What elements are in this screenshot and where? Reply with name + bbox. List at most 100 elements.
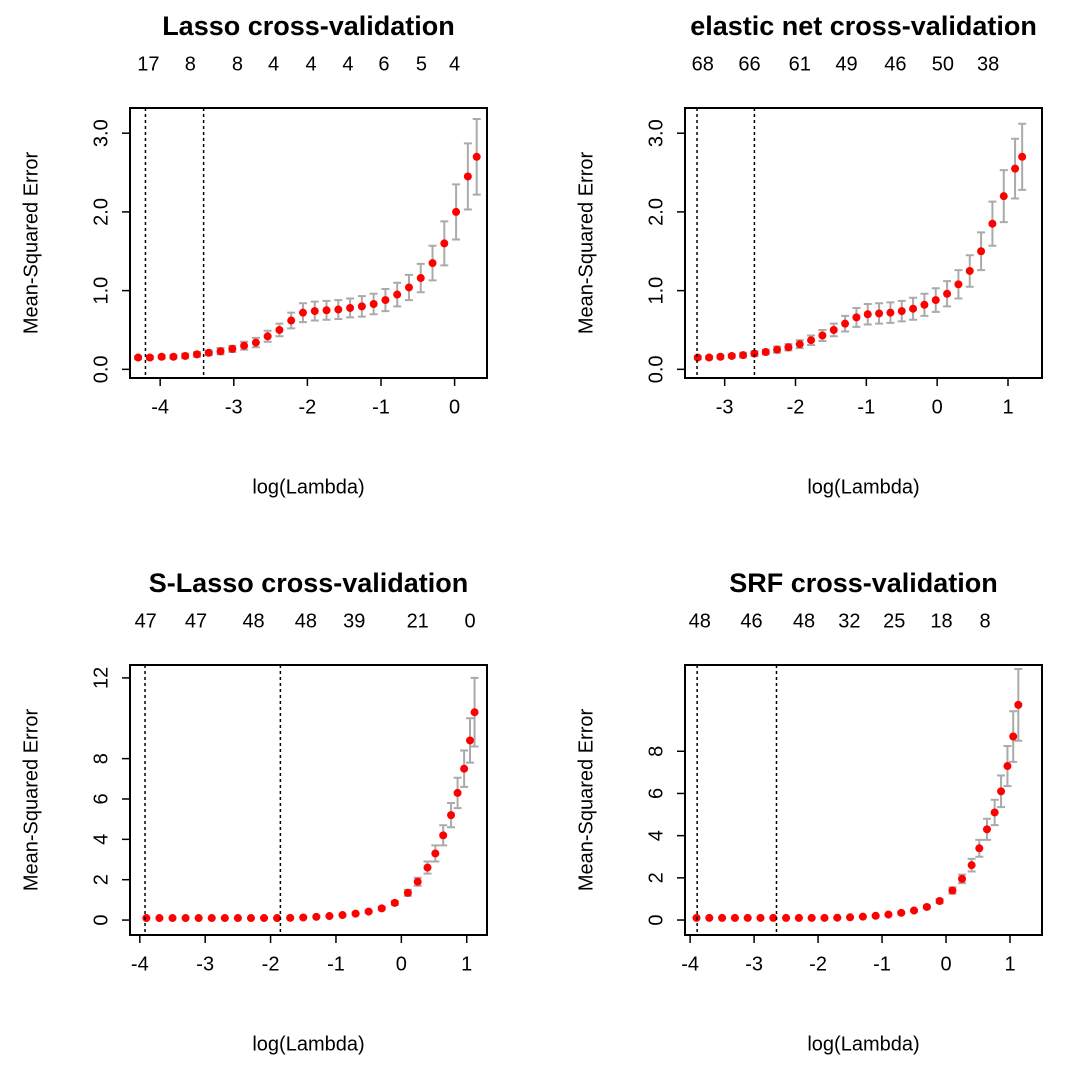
point	[923, 903, 931, 911]
point	[872, 912, 880, 920]
point	[370, 300, 378, 308]
point	[334, 306, 342, 314]
top-tick-label: 8	[232, 53, 243, 75]
top-tick-label: 49	[835, 53, 857, 75]
top-tick-label: 5	[416, 53, 427, 75]
point	[452, 208, 460, 216]
point	[454, 789, 462, 797]
point	[975, 844, 983, 852]
point	[466, 736, 474, 744]
top-tick-label: 46	[740, 610, 762, 632]
top-tick-label: 66	[738, 53, 760, 75]
point	[977, 247, 985, 255]
top-tick-label: 48	[242, 610, 264, 632]
point	[731, 914, 739, 922]
y-tick-label: 4	[90, 834, 112, 845]
y-tick-label: 3.0	[90, 119, 112, 147]
point	[852, 313, 860, 321]
point	[417, 274, 425, 282]
point	[205, 349, 213, 357]
top-tick-label: 0	[464, 610, 475, 632]
top-tick-label: 47	[185, 610, 207, 632]
point	[234, 914, 242, 922]
point	[739, 351, 747, 359]
point	[773, 346, 781, 354]
point	[716, 353, 724, 361]
top-tick-label: 18	[930, 610, 952, 632]
plot-frame	[685, 665, 1042, 935]
top-tick-label: 4	[306, 53, 317, 75]
point	[784, 343, 792, 351]
chart-title: elastic net cross-validation	[690, 11, 1037, 41]
y-tick-label: 0.0	[645, 355, 667, 383]
y-axis-label: Mean-Squared Error	[20, 709, 42, 892]
point	[381, 296, 389, 304]
point	[260, 914, 268, 922]
y-tick-label: 6	[90, 793, 112, 804]
point	[264, 332, 272, 340]
point	[155, 914, 163, 922]
top-tick-label: 48	[295, 610, 317, 632]
point	[352, 910, 360, 918]
point	[728, 352, 736, 360]
point	[762, 348, 770, 356]
point	[286, 914, 294, 922]
plot-frame	[685, 108, 1042, 378]
x-tick-label: -3	[716, 396, 734, 418]
point	[339, 911, 347, 919]
point	[795, 914, 803, 922]
point	[169, 914, 177, 922]
point	[988, 220, 996, 228]
x-tick-label: -2	[809, 953, 827, 975]
x-tick-label: -1	[873, 953, 891, 975]
y-tick-label: 2	[90, 874, 112, 885]
top-tick-label: 68	[692, 53, 714, 75]
point	[808, 914, 816, 922]
point	[744, 914, 752, 922]
x-tick-label: -2	[262, 953, 280, 975]
top-tick-label: 17	[137, 53, 159, 75]
x-tick-label: 1	[1002, 396, 1013, 418]
y-tick-label: 4	[645, 830, 667, 841]
y-axis-label: Mean-Squared Error	[575, 152, 597, 335]
top-tick-label: 8	[185, 53, 196, 75]
x-tick-label: -4	[131, 953, 149, 975]
point	[943, 290, 951, 298]
point	[1003, 762, 1011, 770]
point	[936, 897, 944, 905]
top-tick-label: 38	[977, 53, 999, 75]
point	[983, 825, 991, 833]
point	[217, 347, 225, 355]
x-tick-label: -2	[787, 396, 805, 418]
top-tick-label: 25	[883, 610, 905, 632]
point	[718, 914, 726, 922]
point	[841, 320, 849, 328]
chart-title: S-Lasso cross-validation	[149, 568, 469, 598]
point	[954, 280, 962, 288]
point	[252, 339, 260, 347]
x-tick-label: -2	[298, 396, 316, 418]
x-tick-label: 1	[461, 953, 472, 975]
top-tick-label: 61	[789, 53, 811, 75]
top-tick-label: 6	[378, 53, 389, 75]
x-tick-label: 0	[396, 953, 407, 975]
top-tick-label: 39	[343, 610, 365, 632]
y-tick-label: 3.0	[645, 119, 667, 147]
point	[884, 911, 892, 919]
point	[473, 153, 481, 161]
plot-frame	[130, 665, 487, 935]
point	[1000, 192, 1008, 200]
top-tick-label: 21	[407, 610, 429, 632]
point	[208, 914, 216, 922]
x-tick-label: -3	[196, 953, 214, 975]
point	[910, 907, 918, 915]
x-tick-label: -3	[225, 396, 243, 418]
y-tick-label: 0.0	[90, 355, 112, 383]
point	[471, 708, 479, 716]
point	[195, 914, 203, 922]
point	[833, 914, 841, 922]
point	[846, 913, 854, 921]
y-tick-label: 2.0	[90, 198, 112, 226]
x-tick-label: -1	[857, 396, 875, 418]
